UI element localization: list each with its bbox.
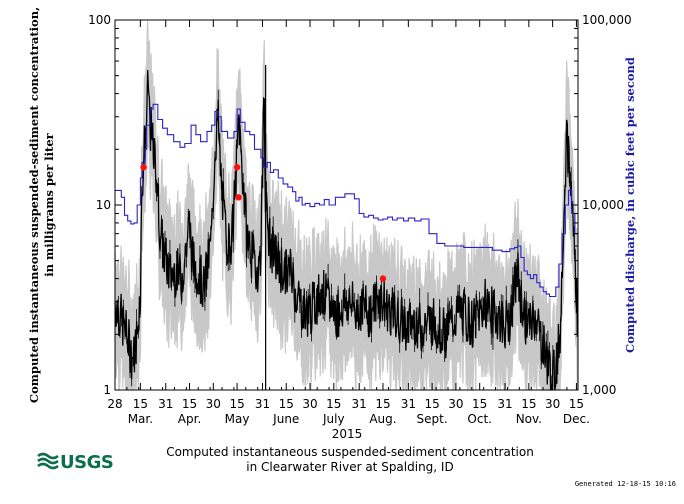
x-day-tick-label: 15 xyxy=(424,397,439,411)
generated-timestamp: Generated 12-18-15 10:16 xyxy=(575,480,676,488)
axis-labels-group: 1 10 100 1,000 10,000 100,000 28 15 31 15 30 15 31 15… xyxy=(88,13,632,441)
sample-point xyxy=(235,194,242,201)
x-day-tick-label: 15 xyxy=(521,397,536,411)
x-day-tick-label: 15 xyxy=(375,397,390,411)
caption-line2: in Clearwater River at Spalding, ID xyxy=(246,460,453,474)
x-day-tick-label: 31 xyxy=(352,397,367,411)
caption-line1: Computed instantaneous suspended-sedimen… xyxy=(166,445,534,459)
x-day-tick-label: 15 xyxy=(569,397,584,411)
y-left-label-line1: Computed instantaneous suspended-sedimen… xyxy=(27,7,41,403)
x-day-tick-label: 15 xyxy=(133,397,148,411)
sample-points-group xyxy=(140,164,387,282)
x-day-tick-label: 31 xyxy=(158,397,173,411)
x-day-tick-label: 15 xyxy=(472,397,487,411)
x-day-tick-label: 30 xyxy=(448,397,463,411)
x-month-label: Dec. xyxy=(563,412,590,426)
x-day-tick-label: 31 xyxy=(497,397,512,411)
y-left-tick-label: 100 xyxy=(88,13,111,27)
usgs-logo-text: USGS xyxy=(60,452,113,473)
usgs-wave-icon xyxy=(37,452,59,470)
y-right-tick-label: 100,000 xyxy=(582,13,632,27)
axis-ticks-group xyxy=(114,19,578,391)
x-day-tick-label: 15 xyxy=(279,397,294,411)
x-day-tick-label: 28 xyxy=(107,397,122,411)
x-month-label: May xyxy=(225,412,250,426)
sample-point xyxy=(233,164,241,171)
x-day-tick-label: 15 xyxy=(182,397,197,411)
x-day-tick-label: 30 xyxy=(545,397,560,411)
y-left-tick-label: 1 xyxy=(103,383,111,397)
x-month-label: Sept. xyxy=(417,412,448,426)
x-day-tick-label: 15 xyxy=(229,397,244,411)
x-year-label: 2015 xyxy=(332,427,363,441)
y-right-tick-label: 10,000 xyxy=(582,198,624,212)
y-left-tick-label: 10 xyxy=(96,198,111,212)
x-month-label: Apr. xyxy=(178,412,201,426)
x-month-label: Nov. xyxy=(516,412,542,426)
sample-point xyxy=(140,164,147,171)
x-month-label: July xyxy=(322,412,345,426)
x-month-label: June xyxy=(272,412,299,426)
x-month-label: Oct. xyxy=(467,412,492,426)
x-day-tick-label: 15 xyxy=(326,397,341,411)
x-month-label: Aug. xyxy=(369,412,396,426)
y-right-tick-label: 1,000 xyxy=(582,383,616,397)
usgs-logo: USGS xyxy=(37,452,114,473)
sample-point xyxy=(379,275,387,282)
y-left-label-line2: in milligrams per liter xyxy=(42,132,56,276)
y-right-label: Computed discharge, in cubic feet per se… xyxy=(623,57,637,353)
series-lines-group xyxy=(114,65,579,391)
x-day-tick-label: 31 xyxy=(401,397,416,411)
discharge-line xyxy=(115,103,579,298)
x-day-tick-label: 30 xyxy=(302,397,317,411)
x-day-tick-label: 30 xyxy=(206,397,221,411)
x-month-label: Mar. xyxy=(128,412,153,426)
x-day-tick-label: 31 xyxy=(255,397,270,411)
